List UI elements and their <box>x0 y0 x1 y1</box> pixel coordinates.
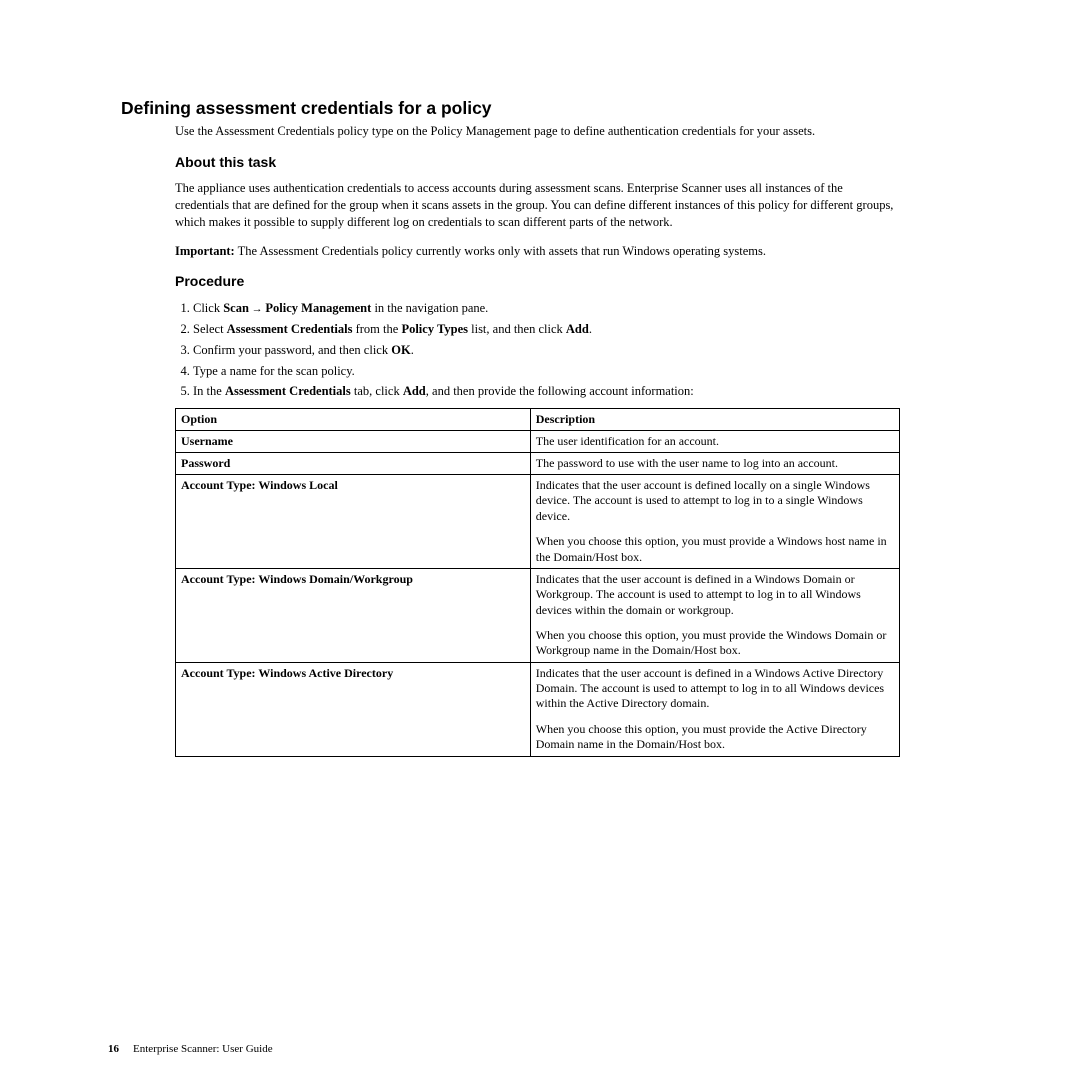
option-description: The user identification for an account. <box>530 431 899 453</box>
important-text: The Assessment Credentials policy curren… <box>235 244 766 258</box>
page-number: 16 <box>108 1043 119 1055</box>
option-description: Indicates that the user account is defin… <box>530 662 899 756</box>
option-description: Indicates that the user account is defin… <box>530 475 899 569</box>
about-paragraph: The appliance uses authentication creden… <box>175 180 900 231</box>
table-row: Account Type: Windows Active Directory I… <box>176 662 900 756</box>
important-label: Important: <box>175 244 235 258</box>
option-description: Indicates that the user account is defin… <box>530 568 899 662</box>
important-note: Important: The Assessment Credentials po… <box>175 243 900 260</box>
section-title: Defining assessment credentials for a po… <box>121 98 900 119</box>
table-header-option: Option <box>176 409 531 431</box>
option-name: Account Type: Windows Active Directory <box>181 666 393 680</box>
option-description: The password to use with the user name t… <box>530 453 899 475</box>
option-name: Account Type: Windows Domain/Workgroup <box>181 572 413 586</box>
options-table: Option Description Username The user ide… <box>175 408 900 756</box>
table-row: Account Type: Windows Local Indicates th… <box>176 475 900 569</box>
procedure-step: Type a name for the scan policy. <box>193 362 900 381</box>
table-row: Password The password to use with the us… <box>176 453 900 475</box>
option-name: Username <box>181 434 233 448</box>
procedure-step: In the Assessment Credentials tab, click… <box>193 382 900 401</box>
procedure-step: Click Scan → Policy Management in the na… <box>193 299 900 318</box>
procedure-step: Select Assessment Credentials from the P… <box>193 320 900 339</box>
intro-paragraph: Use the Assessment Credentials policy ty… <box>175 123 900 140</box>
option-name: Account Type: Windows Local <box>181 478 338 492</box>
procedure-list: Click Scan → Policy Management in the na… <box>175 299 900 401</box>
table-header-description: Description <box>530 409 899 431</box>
footer-text: Enterprise Scanner: User Guide <box>133 1043 273 1055</box>
option-name: Password <box>181 456 230 470</box>
procedure-step: Confirm your password, and then click OK… <box>193 341 900 360</box>
about-this-task-heading: About this task <box>175 154 900 170</box>
page-footer: 16 Enterprise Scanner: User Guide <box>108 1043 273 1055</box>
procedure-heading: Procedure <box>175 273 900 289</box>
table-row: Username The user identification for an … <box>176 431 900 453</box>
table-row: Account Type: Windows Domain/Workgroup I… <box>176 568 900 662</box>
